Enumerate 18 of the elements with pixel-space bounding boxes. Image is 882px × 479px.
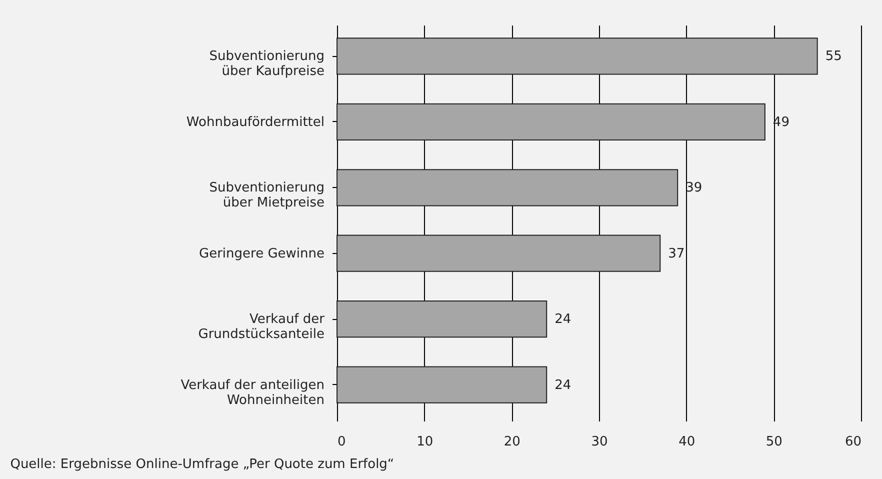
data-label: 55 bbox=[825, 49, 842, 64]
x-tick-label: 30 bbox=[591, 434, 608, 450]
y-tick-label: Subventionierung über Kaufpreise bbox=[209, 49, 324, 80]
data-label: 24 bbox=[554, 378, 572, 393]
y-tick-label: Subventionierung über Mietpreise bbox=[209, 180, 324, 211]
data-label: 24 bbox=[554, 312, 572, 328]
source-note: Quelle: Ergebnisse Online-Umfrage „Per Quote zum Erfolg“ bbox=[10, 457, 394, 472]
x-tick-label: 10 bbox=[416, 434, 434, 450]
y-tick-label: Wohnbaufördermittel bbox=[186, 114, 324, 130]
x-tick-label: 40 bbox=[678, 434, 696, 450]
x-tick-label: 50 bbox=[766, 434, 782, 450]
y-tick-label: Verkauf der anteiligen Wohneinheiten bbox=[180, 378, 324, 408]
x-tick-label: 60 bbox=[844, 434, 862, 450]
y-tick-label: Verkauf der Grundstücksanteile bbox=[198, 312, 326, 342]
y-tick-label: Geringere Gewinne bbox=[199, 246, 324, 262]
x-tick-label: 20 bbox=[504, 434, 520, 450]
data-label: 37 bbox=[668, 246, 685, 262]
x-tick-label: 0 bbox=[338, 434, 346, 450]
